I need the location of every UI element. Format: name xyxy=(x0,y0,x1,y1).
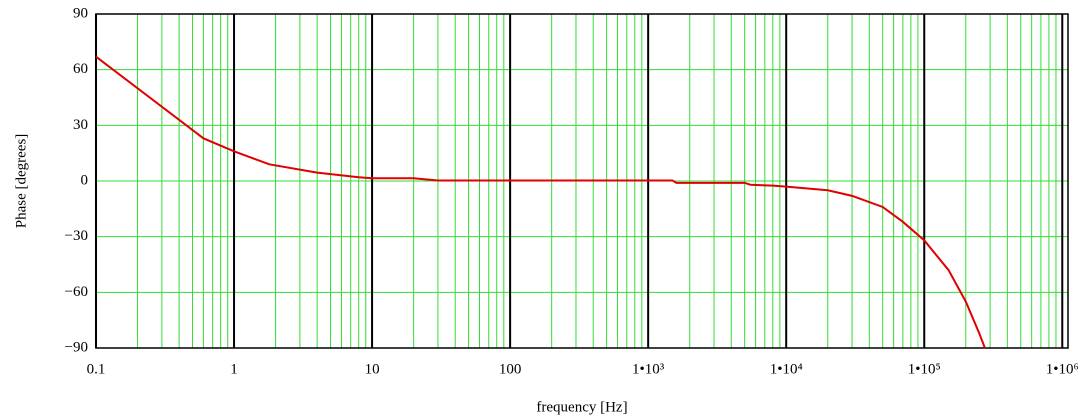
x-axis-label: frequency [Hz] xyxy=(536,399,627,415)
x-tick-label: 1 xyxy=(230,361,238,377)
x-tick-label: 100 xyxy=(499,361,522,377)
y-tick-label: 90 xyxy=(73,5,88,21)
y-axis-label: Phase [degrees] xyxy=(13,134,29,229)
y-tick-label: 30 xyxy=(73,117,88,133)
y-tick-label: −90 xyxy=(65,339,88,355)
y-tick-label: 0 xyxy=(81,172,89,188)
x-tick-label: 1•10⁶ xyxy=(1046,361,1079,377)
phase-line xyxy=(95,55,986,349)
x-tick-label: 0.1 xyxy=(87,361,106,377)
x-tick-label: 1•10⁴ xyxy=(770,361,803,377)
plot-frame xyxy=(95,13,1069,349)
y-tick-label: 60 xyxy=(73,61,88,77)
x-tick-label: 1•10³ xyxy=(632,361,665,377)
y-tick-label: −30 xyxy=(65,228,88,244)
y-tick-label: −60 xyxy=(65,284,88,300)
x-tick-label: 1•10⁵ xyxy=(908,361,941,377)
x-tick-label: 10 xyxy=(365,361,380,377)
